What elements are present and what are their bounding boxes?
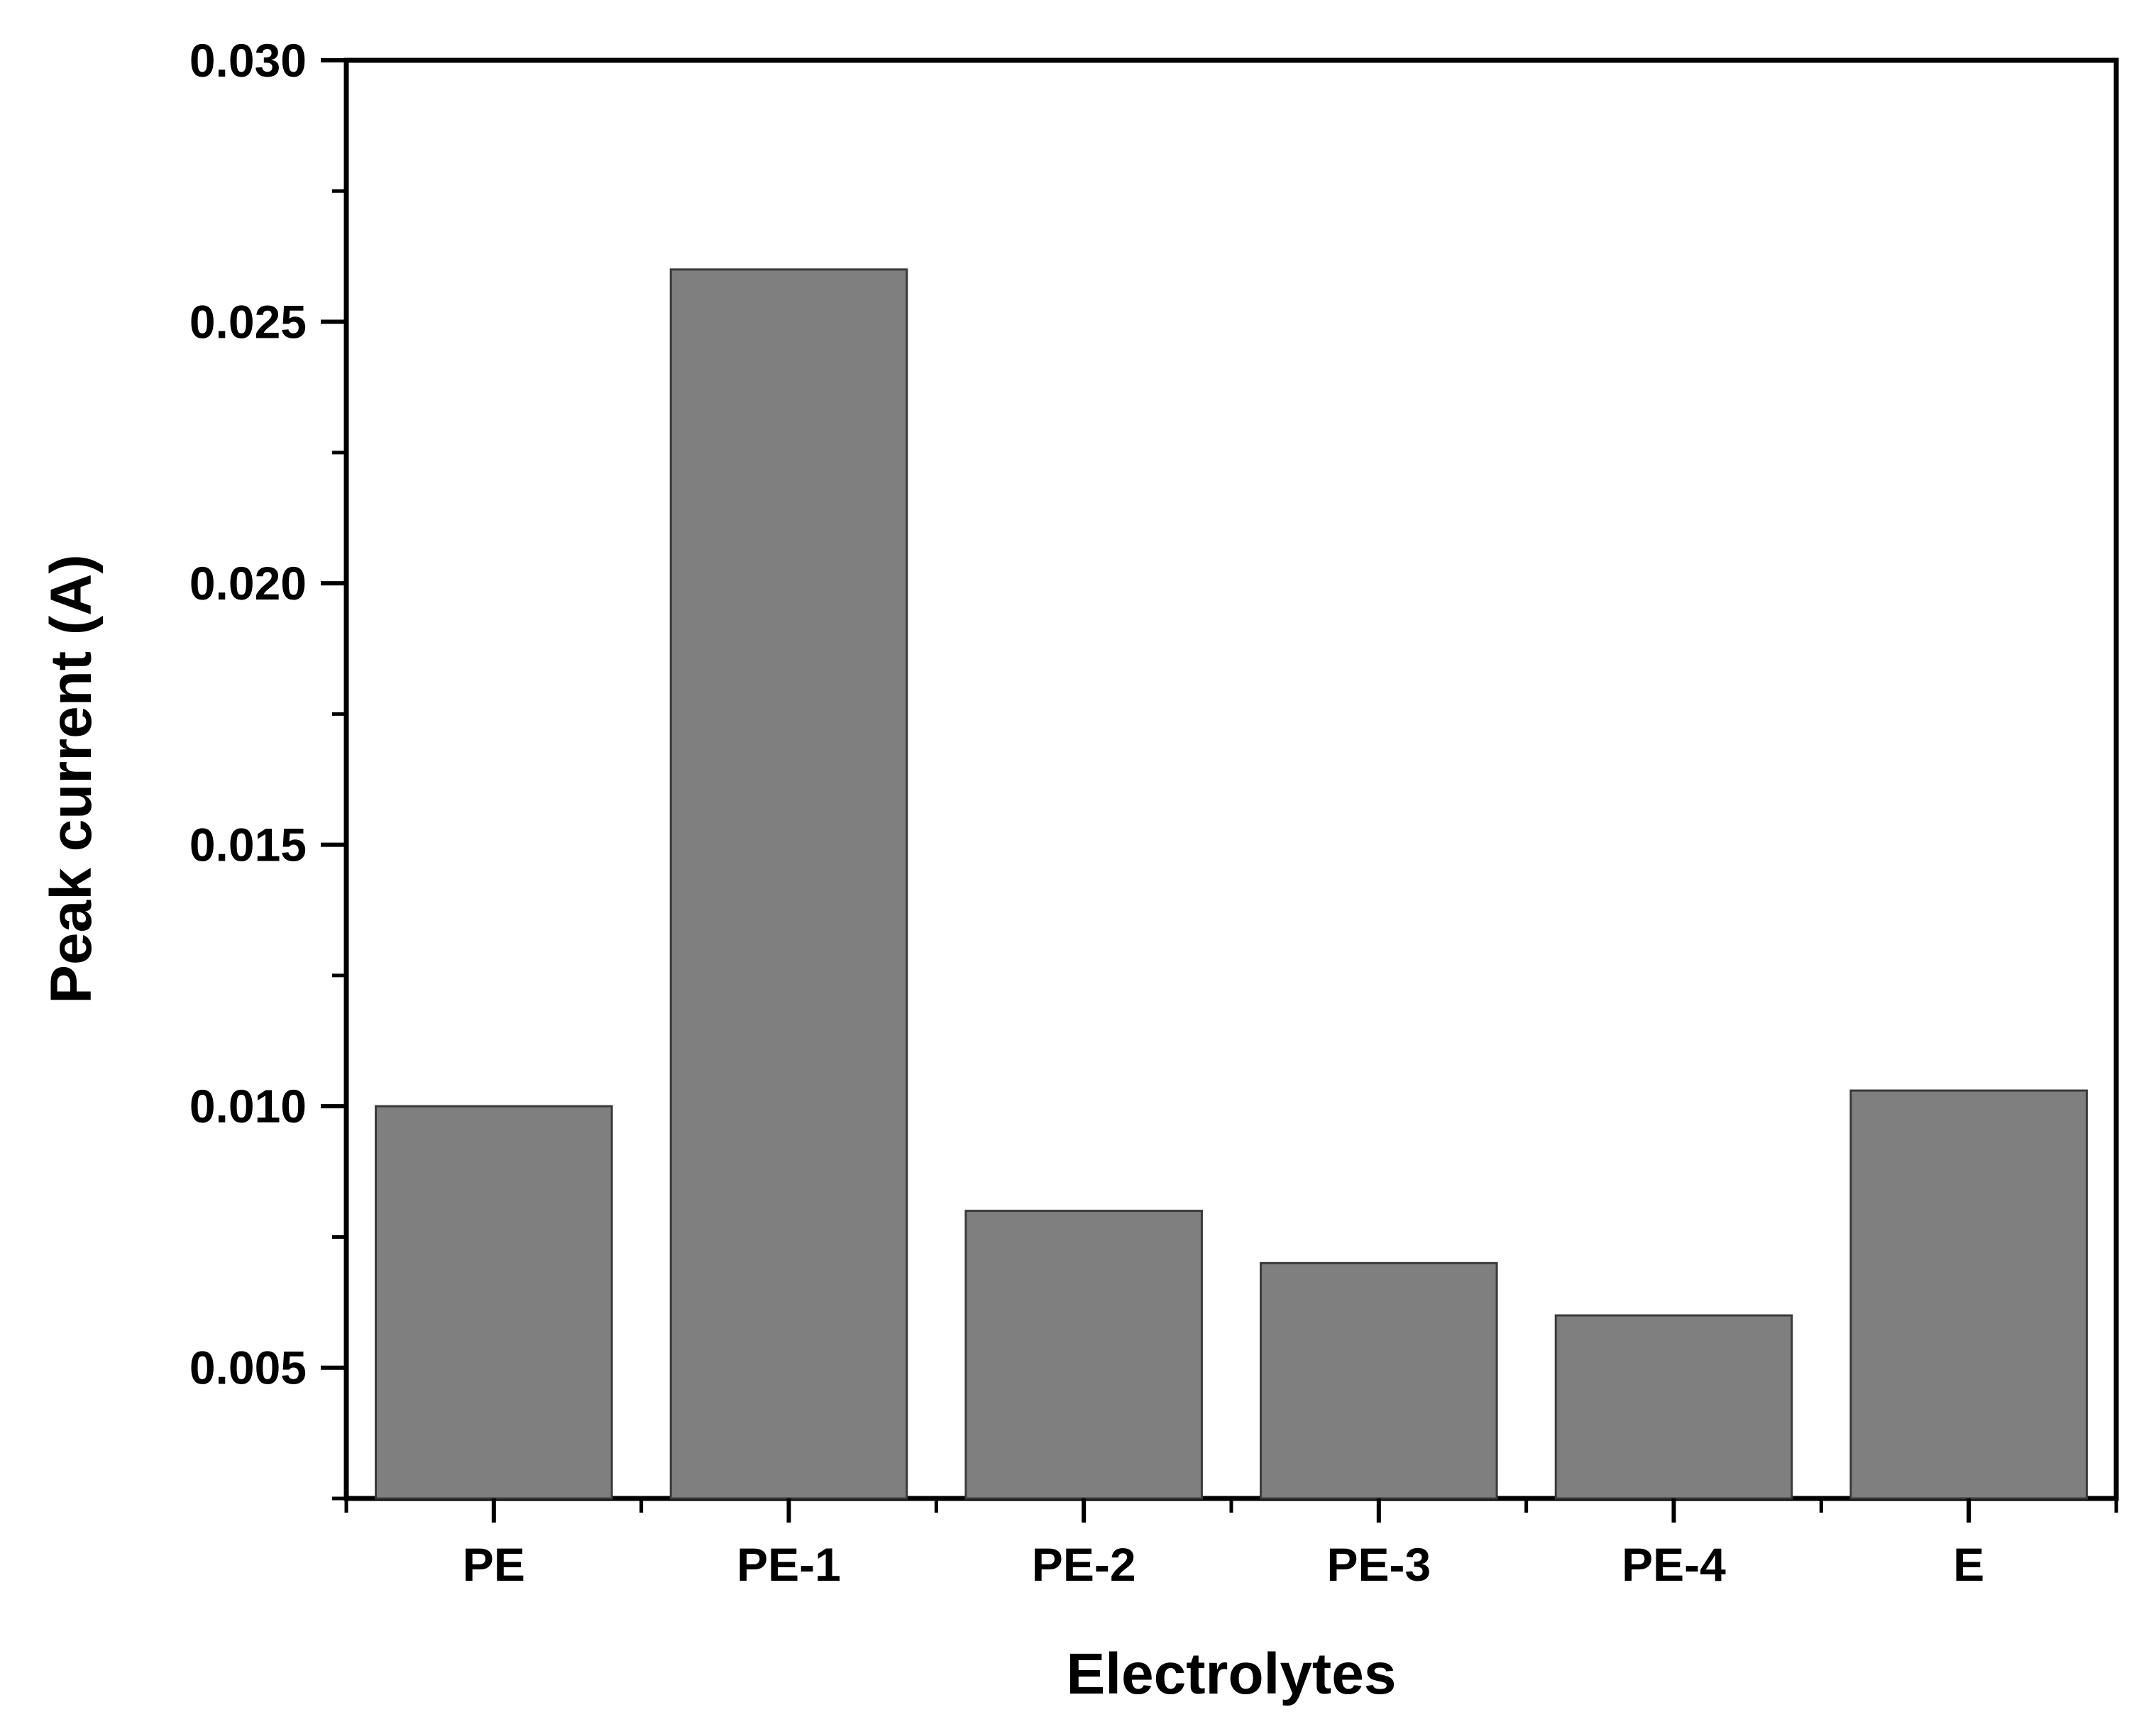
x-tick-label: PE-4 (1622, 1538, 1726, 1591)
bar-pe-1 (669, 268, 908, 1500)
y-tick-label: 0.005 (189, 1342, 307, 1394)
x-axis-title: Electrolytes (1067, 1642, 1397, 1706)
y-tick-label: 0.015 (189, 819, 307, 871)
x-axis: PE PE-1 PE-2 PE-3 PE-4 E (344, 1498, 2118, 1591)
bar-pe-4 (1554, 1314, 1793, 1500)
y-axis: 0.005 0.010 0.015 0.020 0.025 0.030 (189, 34, 346, 1501)
x-tick-label: PE-1 (737, 1538, 841, 1591)
plot-frame (343, 57, 2119, 1501)
x-tick-label: PE (463, 1538, 525, 1591)
x-tick-label: PE-3 (1326, 1538, 1431, 1591)
bar-e (1849, 1089, 2088, 1500)
x-tick-label: E (1953, 1538, 1984, 1591)
y-tick-label: 0.010 (189, 1080, 307, 1132)
y-tick-label: 0.020 (189, 557, 307, 609)
y-tick-label: 0.025 (189, 296, 307, 348)
y-axis-title: Peak current (A) (39, 554, 104, 1003)
bar-pe-2 (964, 1210, 1203, 1500)
y-tick-label: 0.030 (189, 34, 307, 87)
x-tick-label: PE-2 (1032, 1538, 1136, 1591)
bar-pe-3 (1260, 1261, 1498, 1500)
bars-group (375, 268, 2088, 1500)
bar-pe (375, 1105, 613, 1500)
